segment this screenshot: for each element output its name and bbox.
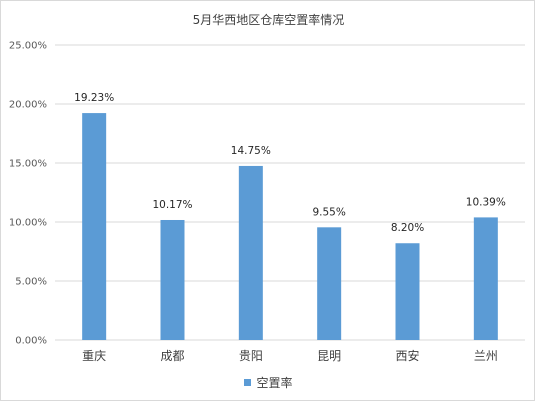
data-label: 10.39% (466, 196, 506, 208)
y-axis: 0.00% 5.00% 10.00% 15.00% 20.00% 25.00% (9, 41, 47, 347)
x-tick-label: 西安 (395, 348, 419, 363)
bar (473, 217, 498, 340)
bar (82, 113, 107, 340)
y-tick-label: 10.00% (9, 218, 47, 229)
x-axis: 重庆 成都 贵阳 昆明 西安 兰州 (82, 348, 498, 363)
x-tick-label: 兰州 (474, 349, 498, 363)
bar (317, 227, 342, 340)
x-tick-label: 贵阳 (239, 349, 263, 363)
data-label: 19.23% (74, 92, 114, 104)
bar (160, 219, 185, 340)
data-label: 8.20% (391, 222, 424, 234)
legend-label: 空置率 (256, 376, 293, 390)
data-labels: 19.23% 10.17% 14.75% 9.55% 8.20% 10.39% (74, 92, 506, 234)
bar-series (82, 113, 498, 340)
y-tick-label: 20.00% (9, 100, 47, 111)
y-tick-label: 5.00% (15, 277, 47, 288)
y-tick-label: 15.00% (9, 159, 47, 170)
chart-title: 5月华西地区仓库空置率情况 (192, 13, 345, 27)
legend-swatch (244, 379, 252, 386)
gridlines (55, 44, 525, 341)
legend: 空置率 (1, 374, 535, 391)
bar (238, 165, 263, 340)
data-label: 14.75% (231, 145, 271, 157)
data-label: 9.55% (312, 206, 345, 218)
bar (395, 243, 420, 340)
x-tick-label: 成都 (160, 349, 184, 363)
x-tick-label: 重庆 (82, 349, 106, 363)
data-label: 10.17% (152, 199, 192, 211)
x-tick-label: 昆明 (317, 349, 341, 363)
y-tick-label: 0.00% (15, 336, 47, 347)
y-tick-label: 25.00% (9, 41, 47, 52)
